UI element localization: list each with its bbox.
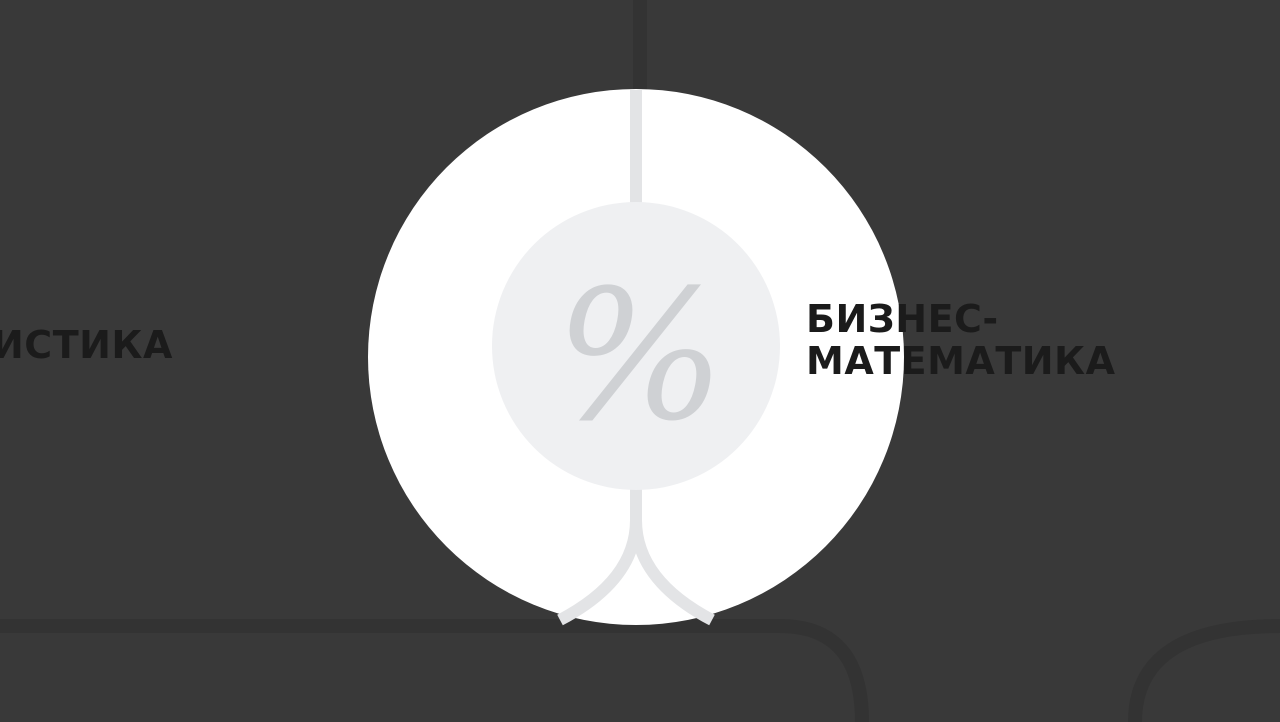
node-label-line-2: МАТЕМАТИКА (806, 339, 1116, 383)
node-label-line-1: БИЗНЕС- (806, 297, 999, 341)
connector-curve-right (779, 619, 869, 722)
node-inner-circle (492, 202, 780, 490)
node-business-math[interactable]: % (368, 89, 904, 626)
node-label-business-math[interactable]: БИЗНЕС- МАТЕМАТИКА (806, 298, 1266, 382)
percent-icon: % (554, 252, 725, 461)
node-label-statistics[interactable]: ИСТИКА (0, 324, 173, 366)
node-connector-bottom-right (630, 519, 715, 626)
node-label-statistics-text: ИСТИКА (0, 323, 173, 367)
connector-curve-far-right (1128, 619, 1280, 722)
